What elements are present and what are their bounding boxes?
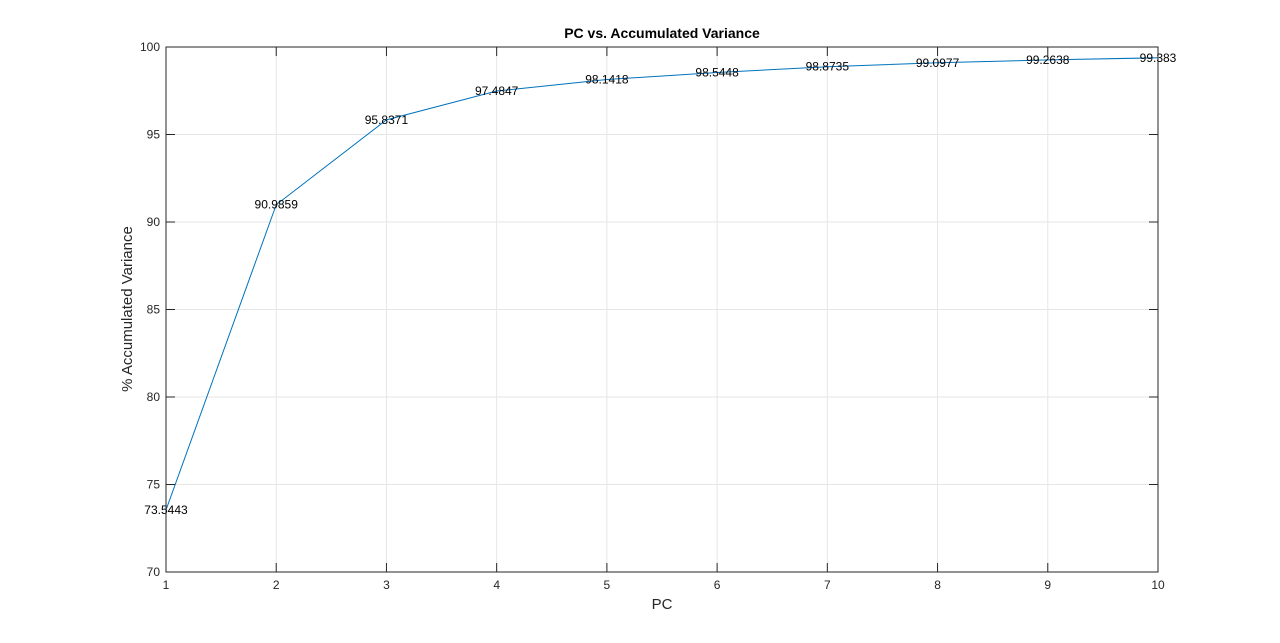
x-tick-label: 10 bbox=[1151, 578, 1165, 592]
y-tick-label: 80 bbox=[147, 390, 161, 404]
y-tick-label: 70 bbox=[147, 565, 161, 579]
x-tick-label: 7 bbox=[824, 578, 831, 592]
data-point bbox=[716, 71, 718, 73]
y-tick-label: 75 bbox=[147, 478, 161, 492]
data-point bbox=[937, 62, 939, 64]
data-label: 98.5448 bbox=[695, 65, 739, 79]
data-label: 98.8735 bbox=[806, 60, 850, 74]
y-tick-label: 90 bbox=[147, 215, 161, 229]
data-label: 97.4847 bbox=[475, 84, 519, 98]
data-label: 90.9859 bbox=[255, 198, 299, 212]
x-tick-label: 6 bbox=[714, 578, 721, 592]
data-label: 95.8371 bbox=[365, 113, 409, 127]
data-point bbox=[496, 90, 498, 92]
y-axis-title: % Accumulated Variance bbox=[119, 226, 136, 392]
data-point bbox=[1047, 59, 1049, 61]
data-point bbox=[385, 119, 387, 121]
data-label: 98.1418 bbox=[585, 73, 629, 87]
y-tick-label: 85 bbox=[147, 303, 161, 317]
x-tick-label: 3 bbox=[383, 578, 390, 592]
data-label: 99.0977 bbox=[916, 56, 960, 70]
x-tick-label: 8 bbox=[934, 578, 941, 592]
data-point bbox=[275, 204, 277, 206]
x-tick-label: 5 bbox=[604, 578, 611, 592]
data-label: 99.2638 bbox=[1026, 53, 1070, 67]
y-tick-label: 100 bbox=[140, 40, 160, 54]
ticks: 1 2 3 4 5 6 7 8 9 10 70 75 80 85 90 95 100 bbox=[140, 40, 1165, 592]
series-line bbox=[165, 57, 1159, 511]
x-axis-title: PC bbox=[652, 596, 673, 613]
x-tick-label: 4 bbox=[493, 578, 500, 592]
x-tick-label: 2 bbox=[273, 578, 280, 592]
x-tick-label: 9 bbox=[1044, 578, 1051, 592]
y-tick-label: 95 bbox=[147, 128, 161, 142]
x-tick-label: 1 bbox=[163, 578, 170, 592]
data-point bbox=[826, 66, 828, 68]
data-point bbox=[606, 79, 608, 81]
chart-title: PC vs. Accumulated Variance bbox=[564, 25, 760, 41]
